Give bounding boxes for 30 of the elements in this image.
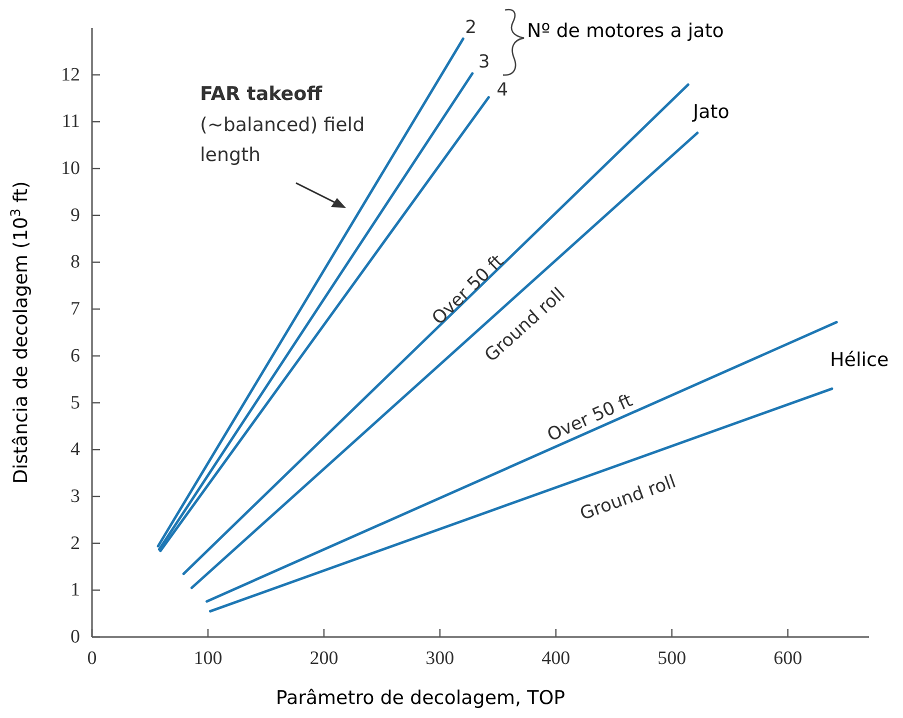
annotation: (~balanced) field length — [200, 114, 365, 166]
y-tick-label: 10 — [61, 158, 80, 180]
annotation: Hélice — [830, 349, 889, 371]
y-tick-label: 12 — [61, 64, 80, 86]
y-tick-label: 7 — [70, 298, 80, 320]
y-tick-label: 1 — [70, 580, 80, 601]
y-tick-label: 3 — [70, 486, 80, 507]
annotation: FAR takeoff — [200, 83, 323, 105]
y-tick-label: 0 — [70, 626, 80, 648]
y-tick-label: 8 — [70, 252, 80, 273]
y-tick-label: 4 — [70, 439, 80, 460]
x-axis-title: Parâmetro de decolagem, TOP — [276, 687, 566, 709]
annotation: 3 — [478, 51, 490, 72]
y-tick-label: 5 — [70, 392, 80, 414]
annotation: Over 50 ft — [544, 390, 636, 446]
y-tick-label: 9 — [70, 204, 80, 226]
x-tick-label: 400 — [542, 648, 570, 669]
x-tick-label: 600 — [774, 648, 802, 669]
annotation: 4 — [496, 79, 508, 100]
x-tick-label: 100 — [194, 648, 222, 669]
x-tick-label: 0 — [87, 648, 97, 669]
annotation: 2 — [465, 16, 477, 38]
x-tick-label: 500 — [658, 648, 686, 669]
annotation: Nº de motores a jato — [527, 20, 724, 42]
y-tick-label: 11 — [62, 111, 80, 132]
y-tick-label: 2 — [70, 532, 80, 554]
x-tick-label: 200 — [310, 648, 338, 669]
x-tick-label: 300 — [426, 648, 454, 669]
y-tick-label: 6 — [70, 345, 80, 366]
annotation: Jato — [692, 101, 730, 123]
